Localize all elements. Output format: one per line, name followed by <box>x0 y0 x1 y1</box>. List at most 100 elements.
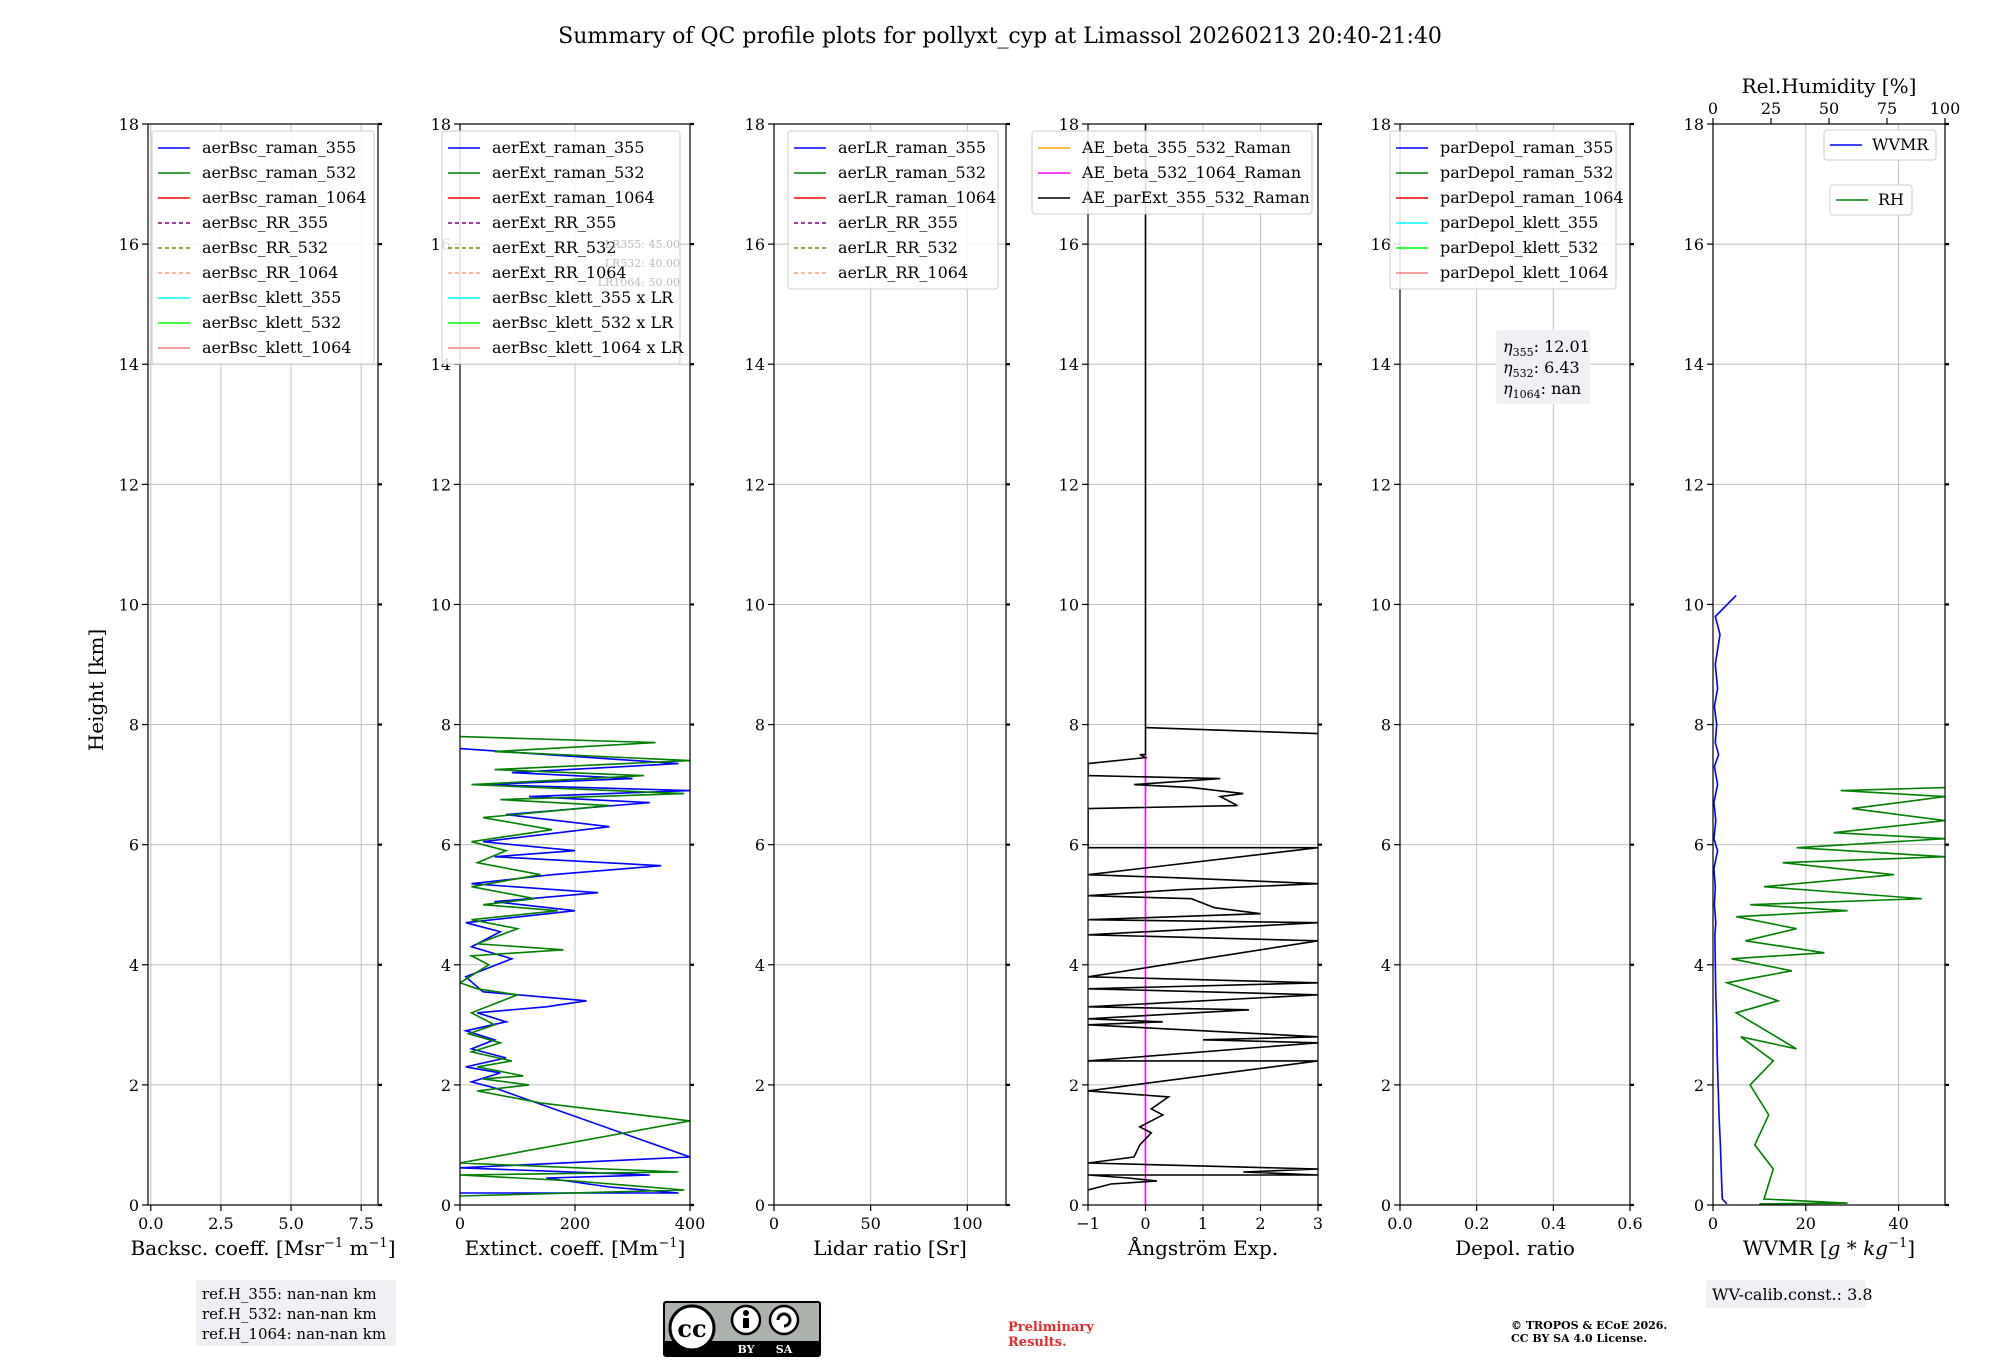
x-tick-label: 50 <box>860 1214 880 1233</box>
legend-label: parDepol_raman_532 <box>1440 163 1613 182</box>
y-tick-label: 6 <box>755 836 765 855</box>
legend: aerLR_raman_355 aerLR_raman_532 aerLR_rama… <box>787 130 999 290</box>
panel-depol: 0 2 4 6 8 10 12 14 16 18 0.0 0.2 0.4 0.6 Depol. ratio p… <box>1371 115 1643 1260</box>
y-tick-label: 18 <box>1684 115 1704 134</box>
legend-label: aerBsc_klett_532 <box>202 313 341 332</box>
cc-logo-icon <box>668 1304 716 1352</box>
preliminary-label: Preliminary <box>1008 1320 1094 1335</box>
y-tick-label: 10 <box>745 595 765 614</box>
y-tick-label: 8 <box>129 716 139 735</box>
x-tick-label: 400 <box>675 1214 706 1233</box>
series-line-aerExt_raman_532 <box>460 735 690 1197</box>
legend-box <box>1823 129 1937 161</box>
copyright-line-2: CC BY SA 4.0 License. <box>1511 1332 1647 1345</box>
axes-frame <box>147 123 379 1206</box>
y-tick-label: 16 <box>1371 235 1391 254</box>
x-tick-label: 7.5 <box>348 1214 373 1233</box>
x-tick-label: 0.2 <box>1464 1214 1489 1233</box>
y-tick-label: 2 <box>1069 1076 1079 1095</box>
y-tick-label: 14 <box>1684 355 1704 374</box>
y-tick-label: 8 <box>755 716 765 735</box>
y-tick-label: 4 <box>1069 956 1079 975</box>
panel-lr: 0 2 4 6 8 10 12 14 16 18 0 50 100 Lidar ratio [Sr] aer… <box>745 115 1010 1260</box>
x-tick-label: 0.0 <box>138 1214 163 1233</box>
faint-lr-annotation: LR532: 40.00 <box>605 257 680 270</box>
legend-box <box>787 130 999 290</box>
y-tick-label: 2 <box>1381 1076 1391 1095</box>
y-tick-label: 14 <box>119 355 139 374</box>
legend-label: aerExt_RR_1064 <box>492 263 627 282</box>
y-tick-label: 4 <box>129 956 139 975</box>
series-group <box>1713 594 1945 1205</box>
legend-label: aerLR_RR_532 <box>838 238 958 257</box>
legend-label: parDepol_klett_532 <box>1440 238 1598 257</box>
top-x-tick-label: 50 <box>1819 99 1839 118</box>
y-tick-label: 10 <box>1684 595 1704 614</box>
y-tick-label: 14 <box>745 355 765 374</box>
ref-height-box: ref.H_355: nan-nan km ref.H_532: nan-nan… <box>196 1280 396 1346</box>
y-tick-label: 8 <box>441 716 451 735</box>
x-axis-label: WVMR [g * kg−1] <box>1743 1236 1915 1260</box>
legend: aerExt_raman_355 aerExt_raman_532 aerExt_r… <box>441 130 684 365</box>
x-tick-label: 20 <box>1796 1214 1816 1233</box>
legend-label: AE_beta_532_1064_Raman <box>1081 163 1301 182</box>
x-tick-label: 0 <box>455 1214 465 1233</box>
x-tick-label: 40 <box>1888 1214 1908 1233</box>
series-line-AE_parExt_355_532_Raman <box>1088 124 1318 1191</box>
results-label: Results. <box>1008 1335 1067 1350</box>
legend-label: RH <box>1878 190 1904 209</box>
y-axis-label: Height [km] <box>84 629 108 751</box>
x-tick-label: 0.6 <box>1617 1214 1642 1233</box>
legend-label: aerExt_RR_532 <box>492 238 616 257</box>
x-tick-label: 5.0 <box>278 1214 303 1233</box>
eta-value: η532: 6.43 <box>1503 358 1580 380</box>
legend-label: AE_beta_355_532_Raman <box>1081 138 1291 157</box>
legend-label: aerLR_raman_532 <box>838 163 986 182</box>
y-tick-label: 16 <box>745 235 765 254</box>
y-tick-label: 0 <box>441 1196 451 1215</box>
legend-box <box>1031 130 1313 215</box>
faint-lr-annotation: LR355: 45.00 <box>605 238 680 251</box>
series-group <box>1088 124 1318 1205</box>
x-tick-label: 1 <box>1198 1214 1208 1233</box>
y-tick-label: 12 <box>1059 475 1079 494</box>
legend-label: parDepol_raman_355 <box>1440 138 1613 157</box>
y-tick-label: 18 <box>745 115 765 134</box>
legend-label: aerLR_RR_1064 <box>838 263 968 282</box>
wv-calib-text: WV-calib.const.: 3.8 <box>1712 1285 1873 1304</box>
y-tick-label: 4 <box>1381 956 1391 975</box>
y-tick-label: 12 <box>119 475 139 494</box>
x-axis-label: Ångström Exp. <box>1127 1235 1278 1260</box>
cc-logo-text: cc <box>677 1314 706 1343</box>
y-tick-label: 2 <box>129 1076 139 1095</box>
y-tick-label: 10 <box>1371 595 1391 614</box>
top-axis-label: Rel.Humidity [%] <box>1742 74 1917 98</box>
legend-label: aerLR_raman_1064 <box>838 188 996 207</box>
y-tick-label: 6 <box>1381 836 1391 855</box>
y-tick-label: 6 <box>129 836 139 855</box>
y-tick-label: 18 <box>1371 115 1391 134</box>
copyright-line-1: © TROPOS & ECoE 2026. <box>1511 1319 1667 1332</box>
x-tick-label: 0 <box>1708 1214 1718 1233</box>
y-tick-label: 12 <box>1684 475 1704 494</box>
series-line-RH <box>1723 786 1945 1205</box>
legend-label: aerBsc_RR_355 <box>202 213 328 232</box>
y-tick-label: 0 <box>1069 1196 1079 1215</box>
y-tick-label: 16 <box>119 235 139 254</box>
legend-label: aerBsc_klett_1064 <box>202 338 351 357</box>
y-tick-label: 4 <box>755 956 765 975</box>
legend-label: aerExt_raman_355 <box>492 138 645 157</box>
legend-label: aerBsc_klett_355 x LR <box>492 288 674 307</box>
series-group <box>460 735 690 1197</box>
y-tick-label: 0 <box>129 1196 139 1215</box>
y-tick-label: 8 <box>1381 716 1391 735</box>
legend: AE_beta_355_532_Raman AE_beta_532_1064_Ra… <box>1031 130 1313 215</box>
legend-label: aerBsc_klett_355 <box>202 288 341 307</box>
legend-label: aerBsc_RR_1064 <box>202 263 338 282</box>
share-alike-icon <box>768 1304 800 1336</box>
y-tick-label: 10 <box>119 595 139 614</box>
legend-label: aerExt_RR_355 <box>492 213 616 232</box>
panel-bsc: 0 2 4 6 8 10 12 14 16 18 0.0 2.5 5.0 7.5 Backsc. coeff… <box>119 115 396 1260</box>
